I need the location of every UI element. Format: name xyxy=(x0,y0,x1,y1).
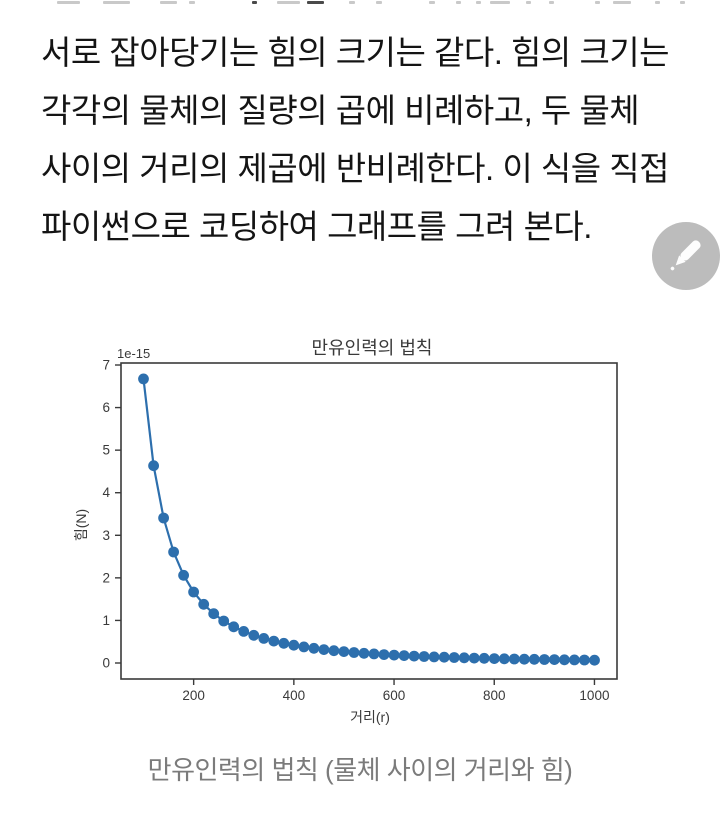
data-point xyxy=(528,653,540,665)
data-point xyxy=(358,647,370,659)
edit-fab[interactable] xyxy=(652,222,720,290)
chart-canvas: 200 400 600 800 1000 0 1 2 3 4 5 6 7 만유인력의 법칙 1e-15 거리(… xyxy=(73,338,618,725)
data-point xyxy=(388,649,400,661)
x-tick-label: 600 xyxy=(383,688,406,703)
data-point xyxy=(559,654,570,666)
clipped-glyph-fragment xyxy=(549,1,554,4)
data-point xyxy=(478,652,490,664)
data-point xyxy=(268,635,280,647)
clipped-glyph-fragment xyxy=(307,1,324,4)
data-point xyxy=(589,654,600,666)
data-point xyxy=(208,608,220,620)
data-point xyxy=(508,653,520,665)
clipped-glyph-fragment xyxy=(456,1,461,4)
data-point xyxy=(218,615,230,627)
clipped-glyph-fragment xyxy=(526,1,531,4)
data-point xyxy=(448,652,460,663)
y-axis-label: 힘(N) xyxy=(73,509,89,541)
data-point xyxy=(318,644,330,655)
clipped-glyph-fragment xyxy=(160,1,177,4)
data-point xyxy=(428,651,440,663)
data-point xyxy=(518,653,530,665)
clipped-glyph-fragment xyxy=(277,1,300,4)
paragraph-line: 서로 잡아당기는 힘의 크기는 같다. 힘의 크기는 xyxy=(41,34,670,71)
x-tick-label: 400 xyxy=(283,688,306,703)
data-point xyxy=(288,639,300,651)
chart-title: 만유인력의 법칙 xyxy=(312,338,433,358)
data-point xyxy=(539,654,550,665)
y-tick-label: 4 xyxy=(102,485,110,500)
clipped-glyph-fragment xyxy=(655,1,660,4)
clipped-glyph-fragment xyxy=(376,1,382,4)
y-tick-label: 2 xyxy=(102,570,110,585)
data-point xyxy=(168,546,180,558)
data-point xyxy=(498,653,510,665)
data-point xyxy=(178,569,190,581)
clipped-glyph-fragment xyxy=(476,1,481,4)
clipped-glyph-fragment xyxy=(613,1,631,4)
x-tick-label: 1000 xyxy=(579,688,609,703)
data-point xyxy=(398,650,410,661)
data-point xyxy=(488,653,500,664)
clipped-glyph-fragment xyxy=(57,1,80,4)
data-point xyxy=(158,512,170,524)
data-point xyxy=(308,642,320,654)
data-point xyxy=(228,621,240,633)
data-point xyxy=(368,648,380,660)
paragraph-line: 사이의 거리의 제곱에 반비례한다. 이 식을 직접 xyxy=(41,150,670,187)
data-point xyxy=(408,650,420,662)
data-point xyxy=(438,651,450,663)
clipped-glyph-fragment xyxy=(429,1,435,4)
x-tick-label: 200 xyxy=(182,688,205,703)
data-point xyxy=(138,373,149,385)
pencil-icon xyxy=(670,240,701,271)
x-tick-label: 800 xyxy=(483,688,506,703)
data-point xyxy=(378,649,390,660)
data-point xyxy=(468,652,480,664)
data-point xyxy=(338,646,350,657)
data-point xyxy=(418,651,430,662)
x-axis-label: 거리(r) xyxy=(350,709,390,725)
data-point xyxy=(348,647,360,658)
body-paragraph: 서로 잡아당기는 힘의 크기는 같다. 힘의 크기는 각각의 물체의 질량의 곱… xyxy=(41,24,701,256)
y-tick-label: 7 xyxy=(102,358,110,373)
clipped-previous-line xyxy=(0,0,720,8)
data-point xyxy=(579,654,590,666)
y-offset-label: 1e-15 xyxy=(117,346,150,361)
data-point xyxy=(198,598,210,610)
data-point xyxy=(298,641,310,653)
y-tick-label: 1 xyxy=(102,613,110,628)
clipped-glyph-fragment xyxy=(680,1,685,4)
y-tick-label: 3 xyxy=(102,528,110,543)
data-point xyxy=(148,460,160,472)
data-point xyxy=(458,652,470,664)
plot-spines xyxy=(120,362,618,680)
clipped-glyph-fragment xyxy=(252,1,257,4)
data-point xyxy=(569,654,580,666)
y-tick-label: 0 xyxy=(102,656,110,671)
data-point xyxy=(258,633,270,644)
data-point xyxy=(248,629,260,641)
clipped-glyph-fragment xyxy=(189,1,195,4)
y-tick-label: 6 xyxy=(102,400,110,415)
clipped-glyph-fragment xyxy=(490,1,510,4)
clipped-glyph-fragment xyxy=(103,1,130,4)
figure-caption: 만유인력의 법칙 (물체 사이의 거리와 힘) xyxy=(147,755,573,785)
data-point xyxy=(188,586,200,598)
gravity-chart: 200 400 600 800 1000 0 1 2 3 4 5 6 7 만유인력의 법칙 1e-15 거리(… xyxy=(0,325,720,735)
y-tick-label: 5 xyxy=(102,443,110,458)
data-point xyxy=(328,645,340,657)
clipped-glyph-fragment xyxy=(595,1,600,4)
paragraph-line: 파이썬으로 코딩하여 그래프를 그려 본다. xyxy=(41,208,592,245)
data-point xyxy=(549,654,560,665)
clipped-glyph-fragment xyxy=(349,1,355,4)
data-point xyxy=(278,637,290,649)
paragraph-line: 각각의 물체의 질량의 곱에 비례하고, 두 물체 xyxy=(41,92,640,129)
data-point xyxy=(238,626,250,637)
